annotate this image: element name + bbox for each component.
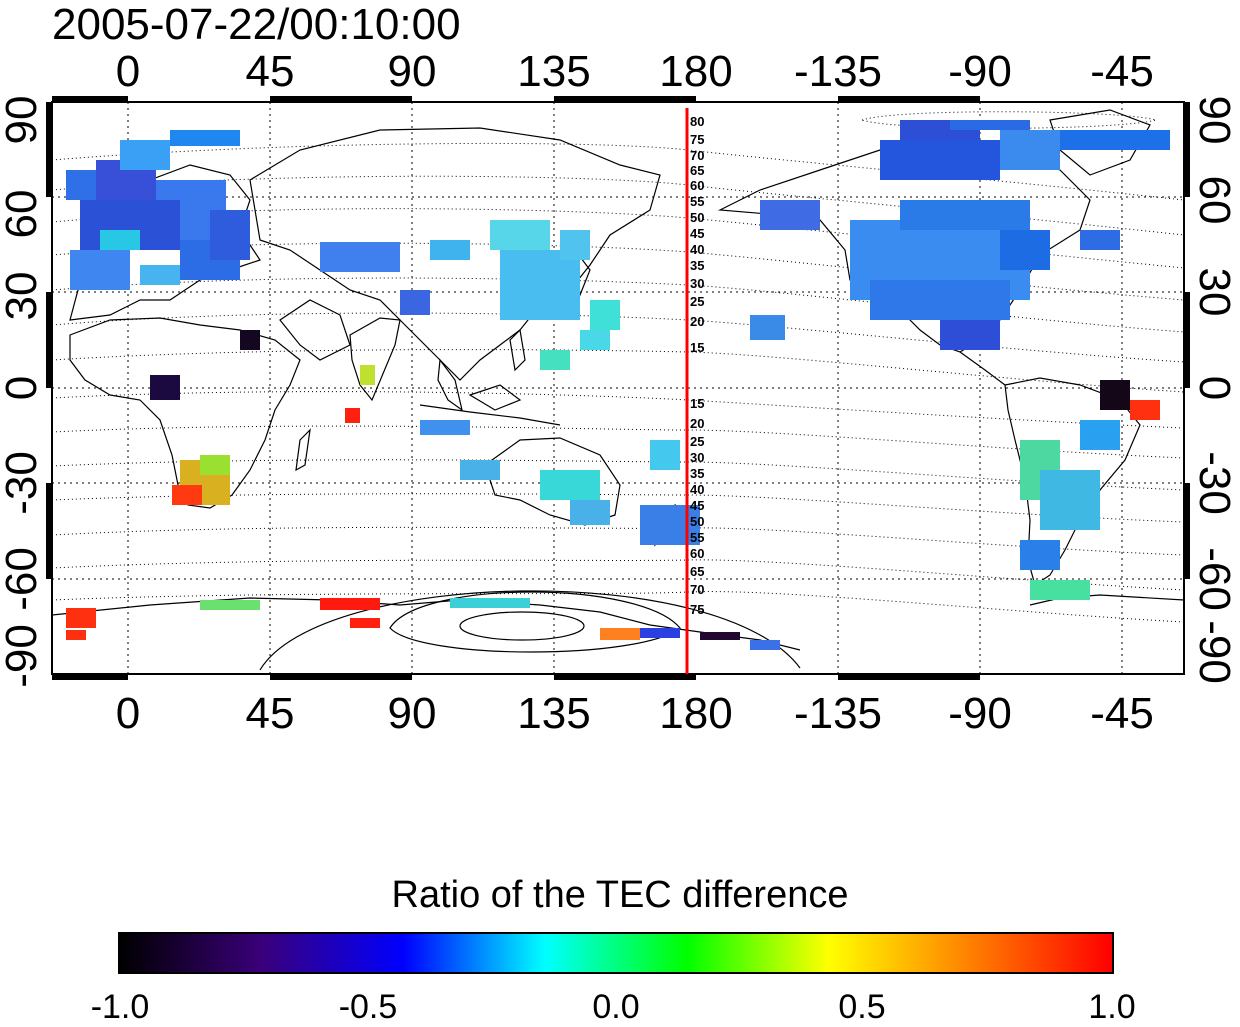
contour-label: 50 [690, 210, 704, 225]
axis-edge-bars [46, 96, 1190, 680]
contour-label: 80 [690, 114, 704, 129]
contour-label: 35 [690, 258, 704, 273]
x-tick-label: 0 [116, 689, 140, 738]
x-tick-label: -90 [948, 689, 1012, 738]
timestamp-title: 2005-07-22/00:10:00 [52, 0, 461, 49]
contour-labels-south: 15 20 25 30 35 40 45 50 55 60 65 70 75 [690, 396, 704, 617]
contour-labels-north: 80 75 70 65 60 55 50 45 40 35 30 25 20 1… [690, 114, 704, 355]
contour-label: 30 [690, 276, 704, 291]
x-axis-top: 0 45 90 135 180 -135 -90 -45 [116, 47, 1154, 96]
x-tick-label: -45 [1090, 689, 1154, 738]
y-tick-label: -90 [1190, 620, 1239, 684]
contour-label: 45 [690, 498, 704, 513]
x-tick-label: 0 [116, 47, 140, 96]
x-tick-label: 180 [659, 47, 732, 96]
y-tick-label: 0 [1190, 376, 1239, 400]
colorbar [118, 932, 1114, 974]
x-tick-label: 135 [517, 47, 590, 96]
contour-label: 70 [690, 148, 704, 163]
colorbar-tick-label: -1.0 [90, 988, 150, 1026]
x-tick-label: -135 [794, 689, 882, 738]
contour-label: 30 [690, 450, 704, 465]
contour-label: 20 [690, 314, 704, 329]
y-tick-label: -60 [1190, 547, 1239, 611]
contour-label: 15 [690, 340, 704, 355]
contour-label: 55 [690, 194, 704, 209]
y-tick-label: 30 [1190, 268, 1239, 317]
contour-label: 75 [690, 602, 704, 617]
contour-label: 70 [690, 582, 704, 597]
y-tick-label: 90 [1190, 96, 1239, 145]
polar-contours [259, 590, 801, 671]
x-tick-label: -135 [794, 47, 882, 96]
y-tick-label: -90 [0, 624, 46, 688]
contour-label: 25 [690, 294, 704, 309]
x-tick-label: 45 [246, 47, 295, 96]
x-tick-label: -45 [1090, 47, 1154, 96]
y-tick-label: 0 [0, 376, 46, 400]
y-tick-label: 60 [1190, 176, 1239, 225]
y-tick-label: 60 [0, 190, 46, 239]
tec-data-patches [66, 120, 1170, 650]
y-tick-label: 30 [0, 272, 46, 321]
x-tick-label: 180 [659, 689, 732, 738]
contour-label: 20 [690, 416, 704, 431]
contour-label: 60 [690, 546, 704, 561]
contour-label: 45 [690, 226, 704, 241]
y-tick-label: 90 [0, 96, 46, 145]
y-axis-right: 90 60 30 0 -30 -60 -90 [1190, 96, 1239, 684]
contour-label: 65 [690, 564, 704, 579]
y-tick-label: -30 [1190, 451, 1239, 515]
contour-label: 40 [690, 482, 704, 497]
colorbar-tick-label: 0.0 [592, 988, 640, 1026]
contour-label: 15 [690, 396, 704, 411]
colorbar-tick-label: 0.5 [838, 988, 886, 1026]
contour-label: 65 [690, 163, 704, 178]
y-tick-label: -60 [0, 547, 46, 611]
x-tick-label: -90 [948, 47, 1012, 96]
contour-label: 25 [690, 434, 704, 449]
x-axis-bottom: 0 45 90 135 180 -135 -90 -45 [116, 689, 1154, 738]
contour-label: 55 [690, 530, 704, 545]
contour-label: 60 [690, 178, 704, 193]
x-tick-label: 90 [388, 47, 437, 96]
contour-label: 35 [690, 466, 704, 481]
contour-label: 40 [690, 242, 704, 257]
tec-map: 80 75 70 65 60 55 50 45 40 35 30 25 20 1… [0, 47, 1239, 738]
colorbar-tick-label: 1.0 [1088, 988, 1136, 1026]
x-tick-label: 135 [517, 689, 590, 738]
colorbar-title: Ratio of the TEC difference [391, 874, 849, 916]
x-tick-label: 90 [388, 689, 437, 738]
colorbar-tick-label: -0.5 [338, 988, 398, 1026]
y-axis-left: 90 60 30 0 -30 -60 -90 [0, 96, 46, 688]
contour-label: 50 [690, 514, 704, 529]
x-tick-label: 45 [246, 689, 295, 738]
contour-label: 75 [690, 132, 704, 147]
y-tick-label: -30 [0, 451, 46, 515]
